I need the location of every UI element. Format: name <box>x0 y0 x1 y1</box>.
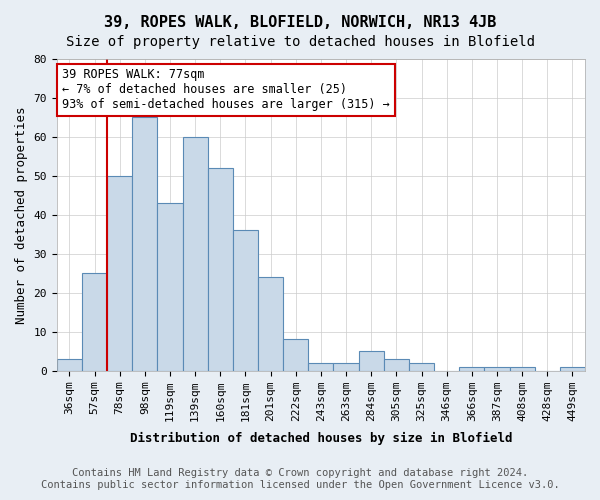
Text: Contains HM Land Registry data © Crown copyright and database right 2024.
Contai: Contains HM Land Registry data © Crown c… <box>41 468 559 490</box>
Bar <box>384 359 409 370</box>
Bar <box>258 277 283 370</box>
Bar <box>157 203 182 370</box>
Bar <box>484 366 509 370</box>
Text: 39 ROPES WALK: 77sqm
← 7% of detached houses are smaller (25)
93% of semi-detach: 39 ROPES WALK: 77sqm ← 7% of detached ho… <box>62 68 390 112</box>
Bar <box>82 273 107 370</box>
Bar <box>233 230 258 370</box>
Bar <box>283 340 308 370</box>
Bar <box>132 118 157 370</box>
Bar <box>57 359 82 370</box>
Text: Size of property relative to detached houses in Blofield: Size of property relative to detached ho… <box>65 35 535 49</box>
Bar <box>334 363 359 370</box>
Bar <box>359 351 384 370</box>
Bar <box>459 366 484 370</box>
Bar <box>182 137 208 370</box>
Bar <box>409 363 434 370</box>
Bar <box>308 363 334 370</box>
Bar <box>208 168 233 370</box>
Bar <box>509 366 535 370</box>
Bar <box>560 366 585 370</box>
Text: 39, ROPES WALK, BLOFIELD, NORWICH, NR13 4JB: 39, ROPES WALK, BLOFIELD, NORWICH, NR13 … <box>104 15 496 30</box>
Bar <box>107 176 132 370</box>
X-axis label: Distribution of detached houses by size in Blofield: Distribution of detached houses by size … <box>130 432 512 445</box>
Y-axis label: Number of detached properties: Number of detached properties <box>15 106 28 324</box>
